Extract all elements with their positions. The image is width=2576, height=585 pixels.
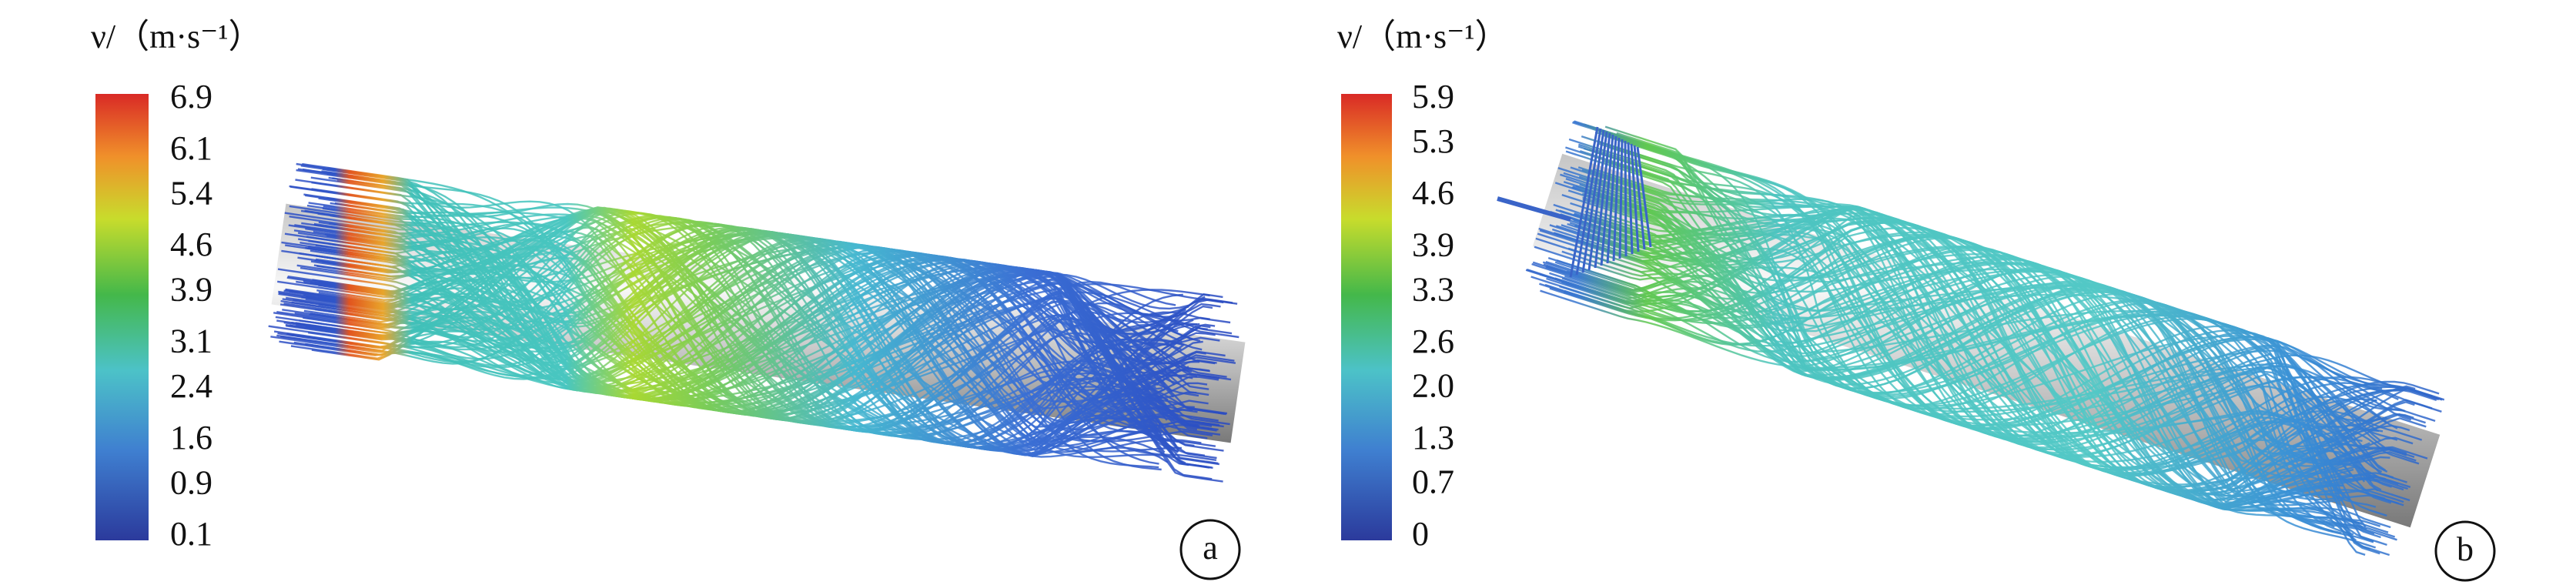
panel-b: ν/（m·s⁻¹） b 5.9 5.3 4.6 3.9 3.3 2.6 2.0 1.3 0.7 0 [1337, 18, 2496, 582]
streamline [1588, 149, 2406, 418]
inlet-streamline [1581, 129, 1605, 273]
streamline [328, 176, 1221, 402]
inlet-streamline [1627, 142, 1634, 255]
streamline [1542, 261, 2360, 525]
streamline [1579, 150, 2414, 428]
streamline [1561, 206, 2345, 499]
streamline [277, 245, 1209, 411]
streamline [296, 239, 1199, 416]
colorbar-tick-label: 5.4 [170, 174, 212, 212]
colorbar [95, 94, 149, 540]
colorbar-tick-label: 4.6 [1412, 174, 1454, 212]
streamline [1604, 125, 2440, 493]
hub [271, 203, 1246, 443]
streamline [273, 212, 1195, 447]
panel-label-circle [1179, 519, 1241, 580]
shaft [1497, 196, 1571, 222]
colorbar [1341, 94, 1392, 540]
colorbar-tick-label: 5.9 [1412, 78, 1454, 115]
colorbar-tick-label: 0.7 [1412, 463, 1454, 501]
streamline [1540, 289, 2366, 556]
colorbar-tick-label: 2.6 [1412, 323, 1454, 360]
inlet-streamline [1636, 146, 1652, 248]
inlet-streamline [1624, 140, 1628, 257]
streamline [310, 246, 1153, 431]
colorbar-tick-label: 0 [1412, 515, 1429, 553]
colorbar-tick-label: 1.3 [1412, 419, 1454, 456]
streamline [1547, 212, 2408, 490]
colorbar-tick-label: 3.9 [1412, 226, 1454, 264]
streamlines [1497, 120, 2445, 557]
colorbar-tick-label: 0.1 [170, 515, 212, 553]
inlet-streamline [1618, 139, 1624, 259]
streamline [295, 179, 1187, 451]
streamline [1584, 123, 2445, 470]
inlet-streamline [1600, 134, 1614, 266]
streamline [1578, 234, 2379, 492]
streamline [1593, 168, 2410, 501]
colorbar-tick-label: 3.1 [170, 323, 212, 360]
inlet-streamline [1594, 132, 1611, 269]
colorbar-tick-label: 1.6 [170, 419, 212, 456]
streamline [1582, 196, 2374, 493]
streamline [290, 234, 1213, 480]
streamline [281, 209, 1232, 423]
colorbar-tick-label: 3.3 [1412, 270, 1454, 308]
inlet-streamline [1606, 135, 1618, 264]
streamline [280, 232, 1175, 451]
colorbar-tick-label: 2.0 [1412, 367, 1454, 405]
panel-label: a [1203, 529, 1218, 567]
streamline [1581, 169, 2380, 432]
inlet-streamline [1630, 143, 1640, 252]
colorbar-tick-label: 2.4 [170, 367, 212, 405]
colorbar-tick-label: 0.9 [170, 463, 212, 501]
streamline [1575, 185, 2428, 465]
streamline [1567, 247, 2377, 508]
colorbar-tick-label: 6.1 [170, 129, 212, 167]
colorbar-tick-label: 4.6 [170, 226, 212, 263]
streamline [284, 212, 1166, 400]
streamline [1592, 176, 2384, 486]
streamline [1572, 121, 2407, 443]
inlet-streamline [1612, 137, 1621, 262]
streamline [318, 253, 1221, 436]
streamline [1586, 192, 2387, 454]
streamlines [268, 162, 1246, 483]
streamline [1574, 206, 2367, 476]
streamline [316, 252, 1159, 433]
inlet-streamline [1569, 126, 1599, 278]
streamline [312, 240, 1195, 420]
colorbar-tick-label: 3.9 [170, 271, 212, 309]
streamline [315, 247, 1208, 413]
inlet-streamline [1575, 128, 1602, 276]
streamline [1575, 225, 2392, 488]
streamline [329, 242, 1173, 375]
colorbar-tick-label: 6.9 [170, 78, 212, 115]
panel-label: b [2457, 530, 2474, 568]
streamline [305, 226, 1217, 451]
unit-label: ν/（m·s⁻¹） [1337, 18, 1509, 55]
streamline [1525, 252, 2342, 534]
streamline [1602, 132, 2437, 493]
unit-label: ν/（m·s⁻¹） [91, 18, 263, 55]
panel-a: ν/（m·s⁻¹） a 6.9 6.1 5.4 4.6 3.9 3.1 2.4 1.6 0.9 0… [91, 18, 1246, 580]
inlet-streamline [1587, 131, 1608, 271]
colorbar-tick-label: 5.3 [1412, 122, 1454, 160]
streamline [1546, 208, 2364, 528]
panel-label-circle [2434, 520, 2496, 582]
inlet-streamline [1633, 145, 1646, 250]
